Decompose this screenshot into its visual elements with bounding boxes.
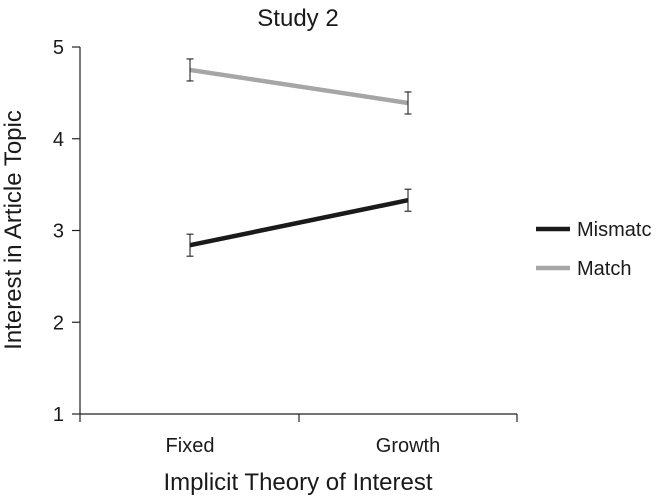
series-2 [186, 58, 412, 115]
series-line [189, 198, 409, 248]
legend-label: Mismatc [577, 219, 651, 241]
series-line [189, 67, 409, 106]
axes: 1 2 3 4 5 Fixed Growth [53, 37, 518, 457]
x-axis-label: Implicit Theory of Interest [164, 469, 433, 496]
y-tick-label: 2 [53, 312, 64, 334]
y-tick-label: 3 [53, 221, 64, 243]
x-tick-label: Growth [376, 435, 440, 457]
series-1 [186, 188, 412, 257]
y-axis-label: Interest in Article Topic [0, 110, 27, 350]
legend: Mismatc Match [536, 219, 651, 280]
chart-title: Study 2 [257, 5, 338, 32]
legend-label: Match [577, 258, 631, 280]
y-tick-label: 4 [53, 129, 64, 151]
y-tick-label: 5 [53, 37, 64, 59]
y-tick-label: 1 [53, 404, 64, 426]
series-group [186, 58, 412, 257]
x-tick-label: Fixed [166, 435, 215, 457]
